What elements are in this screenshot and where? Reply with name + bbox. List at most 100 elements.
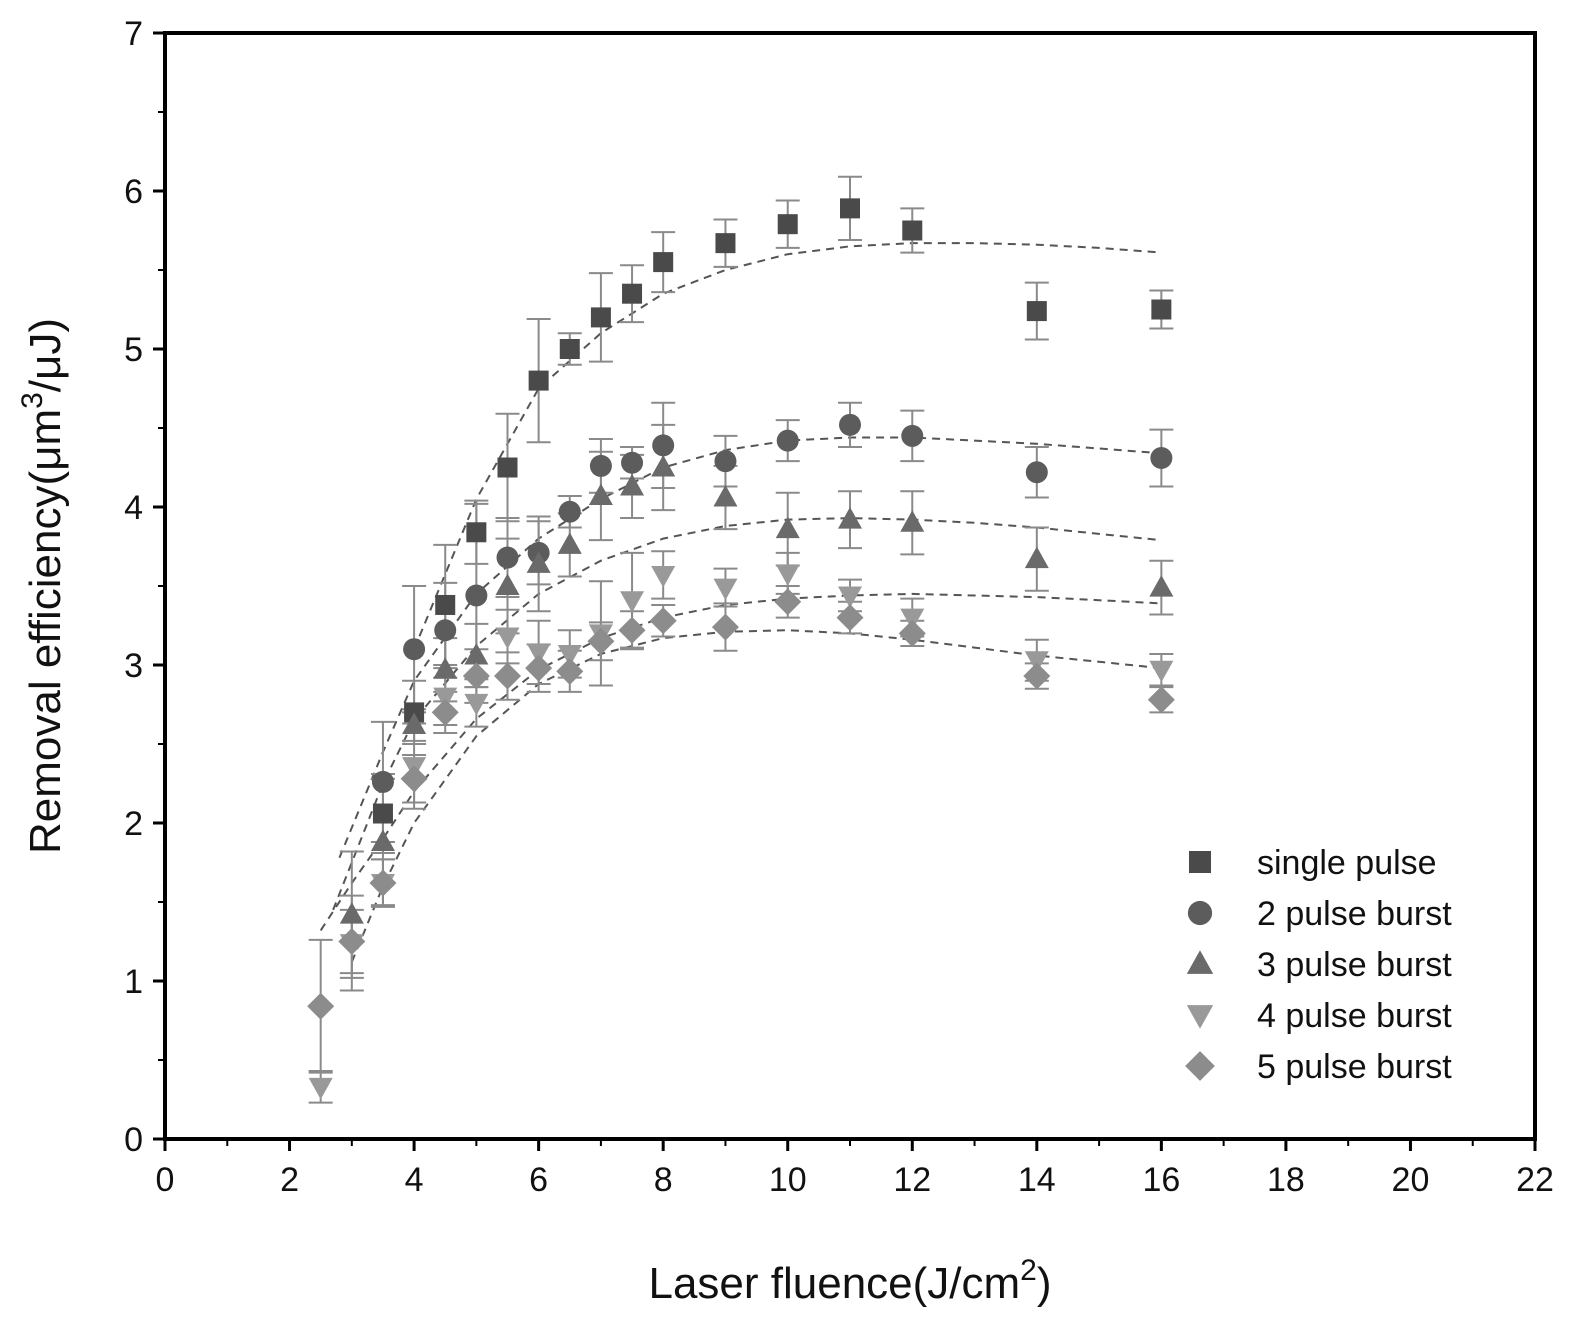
legend-marker [1187,900,1213,926]
data-point [433,687,458,710]
x-tick-label: 2 [280,1161,299,1199]
data-point [775,516,800,539]
data-point [372,803,393,824]
data-point [1026,301,1047,322]
data-point [653,252,674,273]
data-point [902,220,923,241]
y-tick-label: 1 [124,963,143,1001]
legend-label: single pulse [1257,844,1437,882]
data-point [556,657,584,685]
data-point [651,455,676,477]
data-point [307,992,335,1020]
fit-curve [413,242,1162,650]
legend-label: 5 pulse burst [1257,1048,1452,1086]
legend-label: 3 pulse burst [1257,946,1452,984]
x-tick-label: 14 [1018,1161,1056,1199]
data-point [371,770,394,793]
fit-curve [319,592,1162,931]
data-point [496,546,519,569]
x-tick-label: 20 [1392,1161,1430,1199]
data-point [1024,651,1049,673]
data-point [839,413,861,436]
data-point [559,339,580,359]
data-point [714,450,737,473]
data-point [838,507,862,529]
data-point [402,712,427,735]
data-point [465,584,488,607]
data-point [464,693,489,716]
y-tick-label: 3 [124,647,143,685]
x-tick-label: 0 [156,1161,175,1199]
data-point [775,564,800,586]
data-point [776,429,799,452]
legend-marker [1186,950,1214,974]
data-point [528,370,549,391]
data-point [715,233,736,254]
data-point [495,573,520,595]
x-tick-label: 10 [769,1161,807,1199]
x-tick-label: 8 [654,1161,673,1199]
fit-curve [332,517,1162,911]
data-point [400,765,428,793]
data-point [434,619,457,642]
x-tick-label: 12 [893,1161,931,1199]
data-point [308,1077,333,1100]
data-point [495,627,520,650]
x-tick-label: 22 [1516,1161,1554,1199]
legend-marker [1189,851,1211,873]
legend-label: 4 pulse burst [1257,997,1452,1035]
data-point [590,307,611,328]
data-point [339,902,364,924]
data-point [404,702,425,723]
y-tick-label: 4 [124,489,143,527]
data-point [403,638,426,661]
data-point [433,657,458,679]
legend-marker [1185,1051,1215,1081]
fit-curve [338,436,1162,859]
data-point [620,473,645,496]
data-point [621,451,644,474]
x-tick-label: 6 [529,1161,548,1199]
data-point [464,643,489,665]
data-point [618,616,646,644]
data-point [1147,686,1175,714]
data-point [557,644,582,667]
data-point [526,643,551,665]
data-point [713,578,738,601]
data-point [649,607,677,635]
y-tick-label: 2 [124,805,143,843]
y-axis-title: Removal efficiency(μm3/μJ) [16,318,70,854]
data-point [589,454,612,477]
data-point [1151,299,1172,320]
data-point [651,565,676,588]
data-points [307,198,1175,1100]
data-point [898,619,926,647]
data-point [901,424,924,447]
data-point [900,608,925,631]
data-point [1023,662,1051,690]
x-axis-title: Laser fluence(J/cm2) [648,1254,1051,1308]
x-tick-label: 16 [1142,1161,1180,1199]
data-point [1024,546,1049,569]
data-point [588,483,613,505]
legend-marker [1186,1005,1214,1029]
y-tick-label: 5 [124,331,143,369]
data-point [369,869,397,897]
data-point [466,522,487,543]
data-point [338,928,366,955]
data-point [462,662,490,690]
x-axis-ticks: 0 2 4 6 8 10 12 14 16 18 20 22 [156,1139,1554,1199]
data-point [836,604,864,632]
data-point [1150,447,1173,470]
data-point [900,510,925,532]
legend-label: 2 pulse burst [1257,895,1452,933]
data-point [713,485,738,507]
data-point [497,457,518,478]
data-point [774,588,802,616]
data-point [431,698,459,726]
data-point [435,594,456,615]
data-point [558,500,581,523]
data-point [1025,461,1048,484]
data-point [587,627,615,655]
x-tick-label: 18 [1267,1161,1305,1199]
